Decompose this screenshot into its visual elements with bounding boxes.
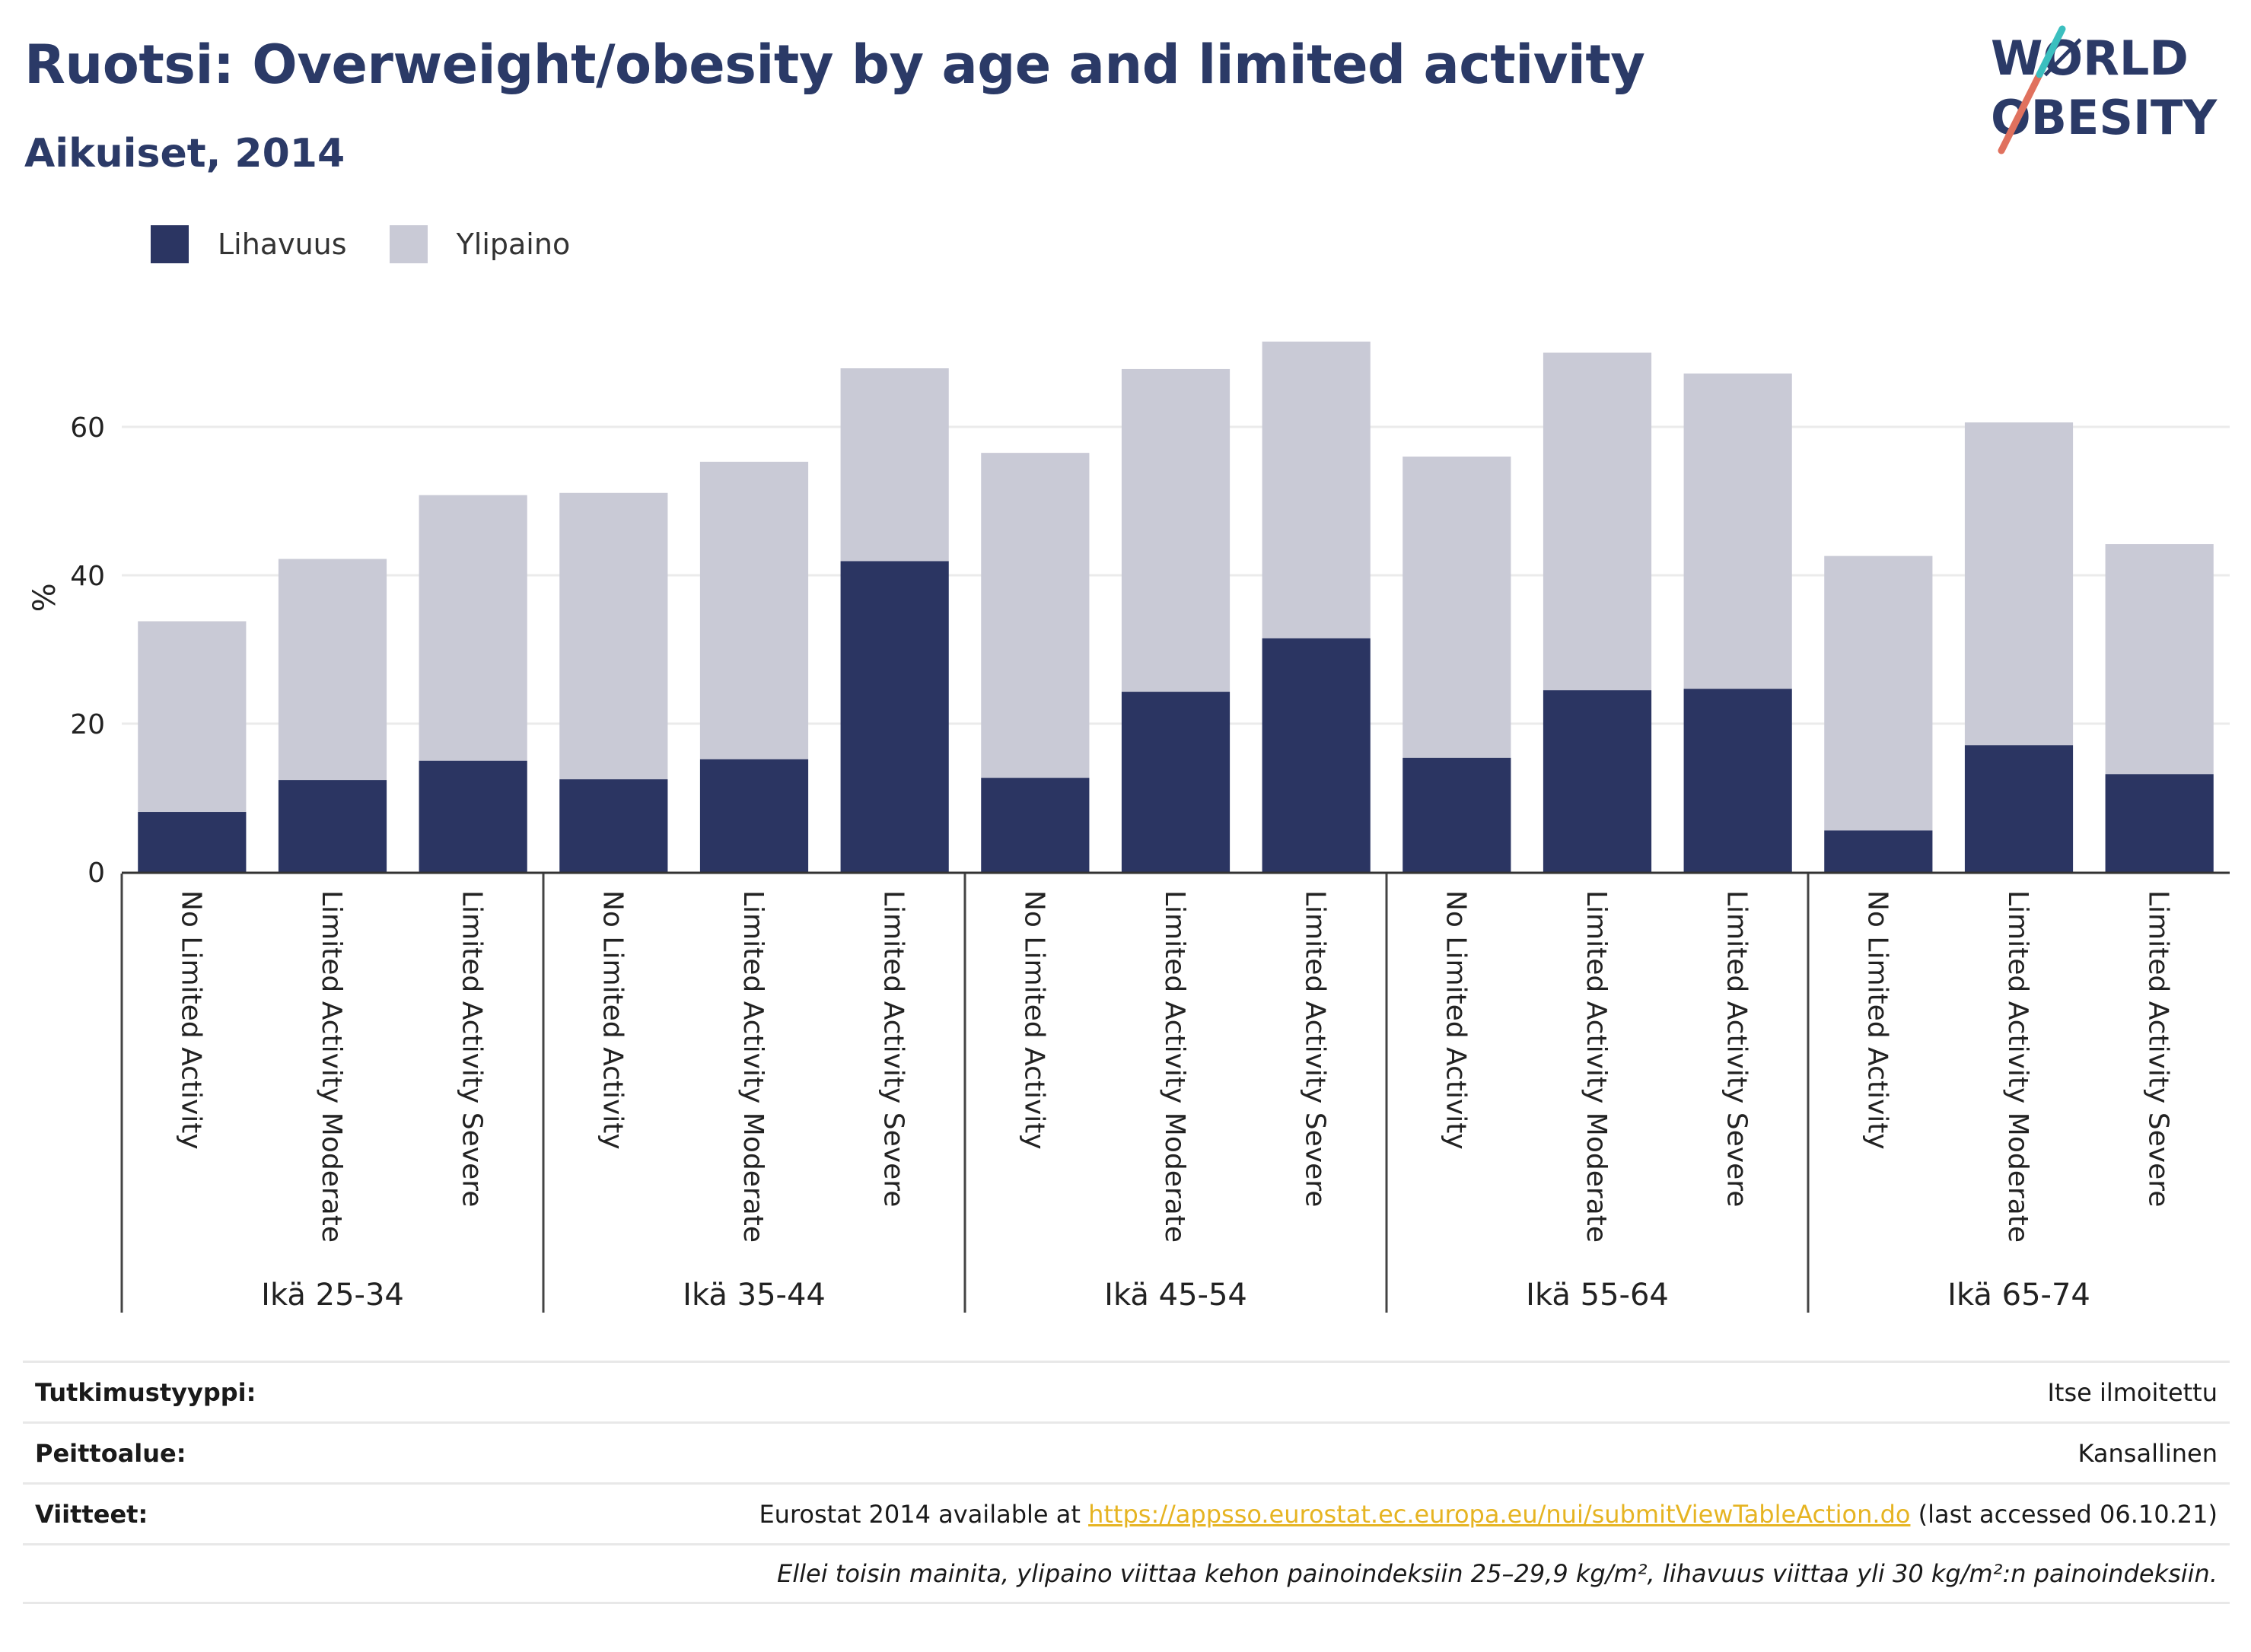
reference-link[interactable]: https://appsso.eurostat.ec.europa.eu/nui…: [1088, 1499, 1911, 1529]
bar-obesity: [981, 778, 1090, 872]
y-tick-label: 0: [88, 858, 105, 889]
x-category-label: Limited Activity Moderate: [1159, 890, 1190, 1243]
bar-overweight: [2105, 544, 2214, 775]
x-category-label: No Limited Activity: [1018, 890, 1049, 1150]
bar-obesity: [138, 812, 247, 872]
legend-item-obesity: Lihavuus: [151, 225, 347, 263]
bar-overweight: [138, 621, 247, 813]
bar-obesity: [1683, 689, 1792, 872]
footer-label-study-type: Tutkimustyyppi:: [35, 1377, 256, 1407]
bar-overweight: [1543, 352, 1652, 691]
footer-row-coverage: Peittoalue: Kansallinen: [23, 1421, 2230, 1482]
reference-suffix: (last accessed 06.10.21): [1910, 1499, 2218, 1529]
legend-item-overweight: Ylipaino: [389, 225, 571, 263]
y-tick-label: 20: [70, 709, 105, 740]
bar-obesity: [1964, 745, 2074, 872]
bar-overweight: [1262, 341, 1371, 638]
x-category-label: Limited Activity Severe: [2143, 890, 2174, 1207]
bar-overweight: [1824, 555, 1933, 831]
bar-obesity: [699, 759, 809, 872]
legend-swatch-obesity: [151, 225, 189, 263]
bar-overweight: [981, 453, 1090, 778]
x-category-label: Limited Activity Moderate: [316, 890, 347, 1243]
x-group-label: Ikä 65-74: [1947, 1278, 2090, 1313]
bar-obesity: [1824, 830, 1933, 872]
x-category-label: Limited Activity Moderate: [1581, 890, 1612, 1243]
y-tick-label: 60: [70, 412, 105, 444]
x-group-label: Ikä 35-44: [683, 1278, 826, 1313]
footer-row-note: Ellei toisin mainita, ylipaino viittaa k…: [23, 1543, 2230, 1604]
footer-value-study-type: Itse ilmoitettu: [2047, 1377, 2218, 1407]
x-group-label: Ikä 25-34: [261, 1278, 404, 1313]
footer-label-coverage: Peittoalue:: [35, 1438, 186, 1468]
bar-obesity: [559, 779, 668, 872]
legend: Lihavuus Ylipaino: [151, 225, 613, 263]
bar-obesity: [1543, 690, 1652, 872]
bar-overweight: [1964, 422, 2074, 746]
y-tick-label: 40: [70, 561, 105, 592]
bar-overweight: [699, 461, 809, 759]
chart-subtitle: Aikuiset, 2014: [24, 131, 345, 177]
bar-obesity: [1402, 757, 1511, 872]
reference-prefix: Eurostat 2014 available at: [759, 1499, 1089, 1529]
x-category-label: No Limited Activity: [175, 890, 206, 1150]
x-category-label: Limited Activity Severe: [1721, 890, 1753, 1207]
x-category-label: No Limited Activity: [1440, 890, 1471, 1150]
x-category-label: Limited Activity Severe: [1300, 890, 1331, 1207]
bar-obesity: [840, 561, 949, 872]
footer-row-references: Viitteet: Eurostat 2014 available at htt…: [23, 1482, 2230, 1543]
x-category-label: Limited Activity Severe: [457, 890, 488, 1207]
footer-value-references: Eurostat 2014 available at https://appss…: [759, 1500, 2218, 1529]
bar-overweight: [278, 559, 387, 781]
bar-obesity: [419, 760, 527, 872]
chart-title: Ruotsi: Overweight/obesity by age and li…: [24, 33, 1645, 96]
x-category-label: Limited Activity Severe: [878, 890, 909, 1207]
world-obesity-logo: WØRLD OBESITY: [1991, 25, 2218, 154]
legend-label-obesity: Lihavuus: [218, 228, 347, 261]
bar-obesity: [1121, 692, 1231, 872]
bar-overweight: [1402, 457, 1511, 758]
bar-overweight: [1121, 368, 1231, 692]
x-category-label: No Limited Activity: [597, 890, 628, 1150]
logo-slash-red: [1998, 71, 2043, 154]
x-category-label: Limited Activity Moderate: [2002, 890, 2033, 1243]
x-group-label: Ikä 55-64: [1526, 1278, 1669, 1313]
logo-slash-teal: [2036, 25, 2066, 78]
logo-line1: WØRLD: [1991, 30, 2189, 86]
bar-overweight: [419, 495, 527, 761]
footer-table: Tutkimustyyppi: Itse ilmoitettu Peittoal…: [23, 1361, 2230, 1604]
bar-overweight: [559, 492, 668, 780]
bar-overweight: [840, 368, 949, 562]
x-category-label: Limited Activity Moderate: [737, 890, 769, 1243]
footer-value-coverage: Kansallinen: [2077, 1438, 2218, 1468]
footer-note: Ellei toisin mainita, ylipaino viittaa k…: [777, 1559, 2218, 1588]
footer-row-study-type: Tutkimustyyppi: Itse ilmoitettu: [23, 1361, 2230, 1421]
x-group-label: Ikä 45-54: [1104, 1278, 1247, 1313]
bar-overweight: [1683, 373, 1792, 689]
x-category-label: No Limited Activity: [1861, 890, 1893, 1150]
legend-swatch-overweight: [389, 225, 428, 263]
bar-obesity: [1262, 638, 1371, 872]
bar-obesity: [278, 780, 387, 872]
y-axis-label: %: [27, 583, 62, 612]
bar-obesity: [2105, 774, 2214, 872]
footer-label-references: Viitteet:: [35, 1499, 148, 1529]
legend-label-overweight: Ylipaino: [456, 228, 571, 261]
stacked-bar-chart: 0 20 40 60% No Limited Activity Limited Activ…: [27, 341, 2230, 1313]
